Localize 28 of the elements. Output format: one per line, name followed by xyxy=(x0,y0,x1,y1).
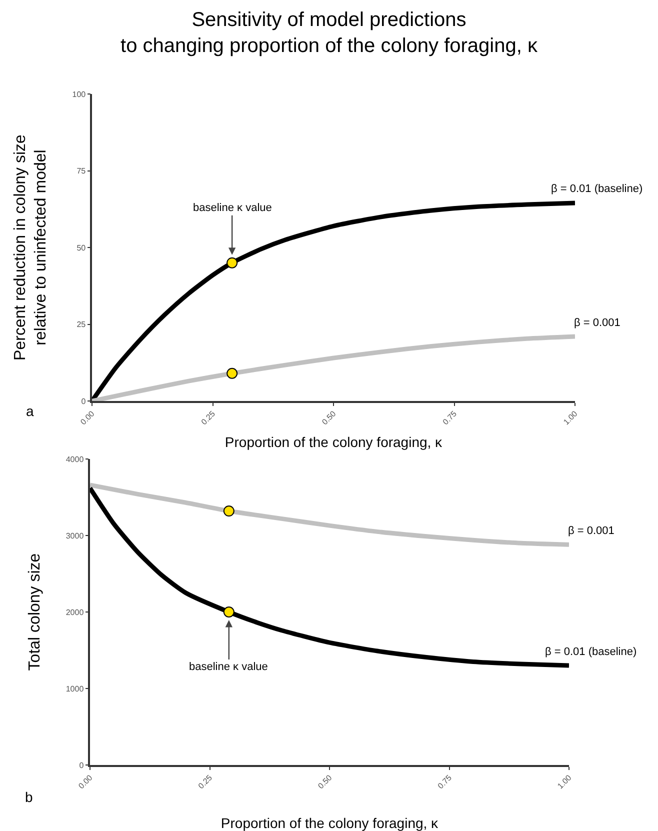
y-tick-label: 3000 xyxy=(66,531,84,540)
y-tick-label: 2000 xyxy=(66,608,84,617)
chart-title: Sensitivity of model predictions to changing proportion of the colony foraging, κ xyxy=(120,9,538,57)
text: a xyxy=(26,403,34,419)
series-label: β = 0.01 (baseline) xyxy=(545,646,637,658)
x-tick-label: 0.50 xyxy=(316,772,334,791)
y-tick-label: 0 xyxy=(81,396,86,406)
x-tick-label: 0.00 xyxy=(78,408,97,427)
annotation: baseline κ value xyxy=(189,661,268,673)
text: b xyxy=(25,789,33,805)
y-tick-label: 50 xyxy=(76,243,86,252)
y-axis-title: Total colony size xyxy=(26,553,44,671)
series-label: β = 0.001 xyxy=(568,525,614,537)
y-tick-label: 25 xyxy=(76,320,86,330)
y-tick-label: 100 xyxy=(72,90,86,99)
y-axis-title: Percent reduction in colony size relative to uninfected model xyxy=(12,134,50,360)
series-label: β = 0.01 (baseline) xyxy=(551,183,643,195)
y-tick-label: 75 xyxy=(76,166,86,176)
y-tick-label: 0 xyxy=(79,760,84,770)
annotation: baseline κ value xyxy=(193,202,272,214)
x-axis-title: Proportion of the colony foraging, κ xyxy=(220,815,440,831)
x-tick-label: 0.00 xyxy=(76,772,95,791)
y-tick-label: 1000 xyxy=(66,684,84,694)
x-tick-label: 0.50 xyxy=(320,408,338,427)
y-tick-label: 4000 xyxy=(66,454,84,464)
series-label: β = 0.001 xyxy=(574,317,620,329)
line-series xyxy=(90,482,569,547)
x-axis-title: Proportion of the colony foraging, κ xyxy=(224,434,444,450)
